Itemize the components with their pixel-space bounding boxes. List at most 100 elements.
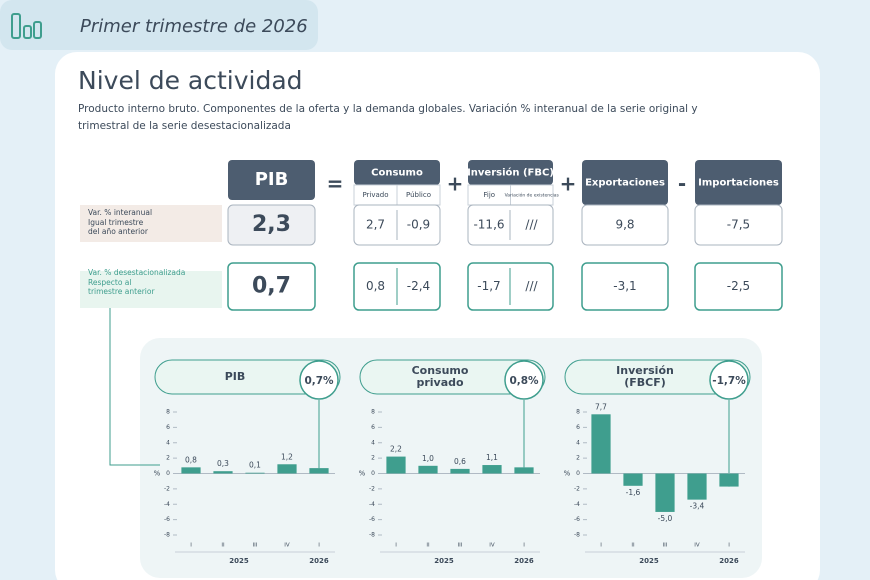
bar — [482, 465, 502, 474]
bar — [687, 473, 707, 500]
y-tick-label: 6 — [576, 424, 580, 431]
y-tick-label: 6 — [166, 424, 170, 431]
y-tick-label: -8 — [369, 532, 375, 539]
x-tick-label: III — [458, 543, 463, 549]
connector — [109, 308, 160, 466]
row-tag — [80, 205, 222, 242]
sub-header-label: Privado — [362, 191, 388, 199]
charts-panel — [140, 338, 762, 578]
bar — [514, 467, 534, 474]
value-label: -1,6 — [626, 488, 641, 497]
y-tick-label: 4 — [576, 439, 580, 446]
header-title: Primer trimestre de 2026 — [80, 16, 308, 37]
y-tick-label: -2 — [164, 485, 170, 492]
chart-header — [154, 359, 341, 395]
cell-value: 9,8 — [615, 218, 634, 232]
operator: + — [560, 172, 577, 196]
column-header — [354, 160, 440, 185]
highlight-value: 0,8% — [509, 375, 539, 387]
value-label: 1,2 — [281, 452, 293, 461]
highlight-value: 0,7% — [304, 375, 334, 387]
highlight-badge — [709, 360, 749, 400]
x-tick-label: II — [426, 543, 430, 549]
x-tick-label: IV — [694, 543, 700, 549]
cell-box — [581, 262, 669, 311]
x-tick-label: I — [190, 543, 192, 549]
y-tick-label: -4 — [574, 501, 580, 508]
column-title: PIB — [255, 169, 289, 190]
y-tick-label: 8 — [576, 409, 580, 416]
chart-title: (FBCF) — [624, 376, 666, 389]
y-tick-label: -4 — [369, 501, 375, 508]
row-label: Var. % interanual — [88, 208, 152, 217]
y-tick-label: 2 — [371, 455, 375, 462]
year-label: 2026 — [309, 557, 329, 565]
column-header — [468, 160, 553, 185]
year-label: 2025 — [229, 557, 249, 565]
y-axis-label: % — [359, 470, 366, 478]
sub-header-label: Fijo — [483, 191, 495, 199]
cell-value: -0,9 — [407, 218, 430, 232]
bar — [181, 467, 201, 474]
value-label: 0,6 — [454, 457, 466, 466]
column-header — [695, 160, 782, 205]
y-tick-label: 0 — [371, 470, 375, 477]
chart-title: Consumo — [412, 364, 469, 377]
column-title: Importaciones — [698, 178, 779, 189]
bar — [386, 456, 406, 474]
cell-value: -7,5 — [727, 218, 750, 232]
chart-title: privado — [416, 376, 464, 389]
highlight-value: -1,7% — [712, 375, 746, 387]
cell-box — [581, 204, 669, 246]
cell-value: 0,7 — [252, 274, 291, 299]
row-note: del año anterior — [88, 227, 149, 236]
y-tick-label: 2 — [576, 455, 580, 462]
y-tick-label: 6 — [371, 424, 375, 431]
column-header — [582, 160, 668, 205]
x-tick-label: IV — [284, 543, 290, 549]
operator: + — [447, 172, 464, 196]
row-note: Respecto al — [88, 278, 132, 287]
bar — [213, 471, 233, 474]
x-tick-label: I — [523, 543, 525, 549]
x-tick-label: III — [253, 543, 258, 549]
sub-header-label: Variación de existencias — [505, 192, 560, 199]
y-tick-label: -8 — [164, 532, 170, 539]
value-label: -3,4 — [690, 502, 705, 511]
y-tick-label: 0 — [166, 470, 170, 477]
y-tick-label: -6 — [164, 516, 170, 523]
cell-value: -2,5 — [727, 279, 750, 293]
y-tick-label: 2 — [166, 455, 170, 462]
y-tick-label: -6 — [574, 516, 580, 523]
year-label: 2025 — [639, 557, 659, 565]
row-tag — [80, 271, 222, 308]
y-tick-label: 8 — [166, 409, 170, 416]
bar — [450, 468, 470, 474]
chart-title: PIB — [225, 370, 246, 383]
value-label: 0,8 — [185, 455, 197, 464]
value-label: 0,3 — [217, 459, 229, 468]
highlight-badge — [299, 360, 339, 400]
operator: = — [327, 172, 344, 196]
y-tick-label: 4 — [371, 439, 375, 446]
subtitle: trimestral de la serie desestacionalizad… — [78, 120, 291, 132]
chart-header — [359, 359, 546, 395]
cell-value: -2,4 — [407, 279, 430, 293]
cell-value: 0,8 — [366, 279, 385, 293]
cell-value: /// — [525, 218, 538, 232]
y-axis-label: % — [154, 470, 161, 478]
value-label: 1,0 — [422, 454, 434, 463]
value-label: -5,0 — [658, 514, 673, 523]
y-tick-label: 8 — [371, 409, 375, 416]
y-tick-label: 4 — [166, 439, 170, 446]
column-title: Consumo — [371, 168, 423, 179]
x-tick-label: I — [728, 543, 730, 549]
section-title: Nivel de actividad — [78, 66, 303, 95]
logo — [11, 13, 42, 39]
value-label: 1,1 — [486, 453, 498, 462]
cell-value: -11,6 — [473, 218, 504, 232]
operator: - — [678, 172, 686, 196]
x-tick-label: II — [631, 543, 635, 549]
